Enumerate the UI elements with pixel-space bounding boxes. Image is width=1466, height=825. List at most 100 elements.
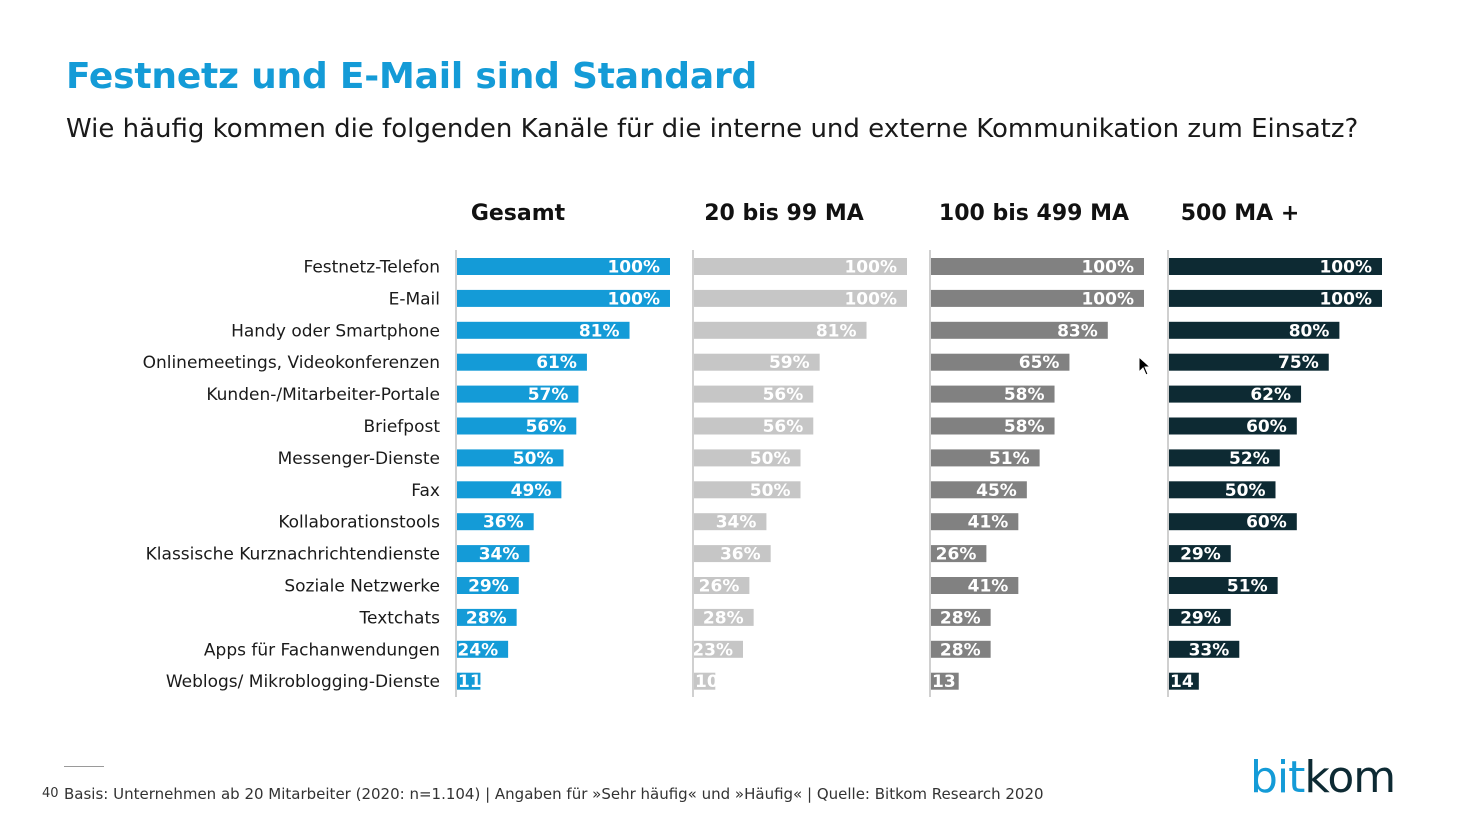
bar-value-label: 60%	[1246, 513, 1287, 533]
bar-value-label: 29%	[1180, 545, 1221, 565]
series-header: 500 MA +	[1181, 201, 1300, 226]
bar	[1169, 258, 1382, 275]
bar	[694, 608, 754, 626]
page-number: 40	[42, 786, 59, 801]
category-label: Briefpost	[363, 417, 440, 437]
bar	[931, 640, 991, 658]
category-label: Fax	[411, 481, 440, 501]
bar	[1169, 513, 1297, 531]
category-label: Weblogs/ Mikroblogging-Dienste	[166, 672, 440, 692]
bar	[931, 513, 1019, 531]
page-title: Festnetz und E-Mail sind Standard	[66, 56, 758, 97]
bar-value-label: 81%	[816, 321, 857, 341]
bar-value-label: 50%	[1225, 481, 1266, 501]
bar	[457, 449, 564, 467]
bar	[931, 577, 1019, 594]
logo-part-kom: kom	[1304, 752, 1396, 803]
bar	[1169, 577, 1278, 594]
bar-value-label: 100%	[1319, 289, 1372, 309]
bar-value-label: 28%	[703, 608, 744, 628]
bar	[931, 608, 991, 626]
bar	[457, 481, 562, 499]
category-label: Textchats	[359, 608, 441, 628]
bar	[694, 385, 814, 403]
bar	[694, 449, 801, 467]
bar	[457, 321, 630, 339]
bar	[1169, 672, 1199, 690]
bar-value-label: 100%	[844, 289, 897, 309]
bar-value-label: 34%	[716, 513, 757, 533]
bar	[694, 545, 771, 563]
bar-value-label: 100%	[1081, 258, 1134, 278]
bar-value-label: 61%	[536, 353, 577, 373]
category-label: Messenger-Dienste	[278, 449, 440, 469]
category-label: Kunden-/Mitarbeiter-Portale	[206, 385, 440, 405]
bar-value-label: 13	[932, 672, 956, 692]
bar	[931, 353, 1070, 371]
bar-value-label: 100%	[844, 258, 897, 278]
category-label: Apps für Fachanwendungen	[204, 640, 440, 660]
bar	[1169, 321, 1340, 339]
bar-value-label: 28%	[466, 608, 507, 628]
bar	[1169, 417, 1297, 435]
bar	[931, 258, 1144, 275]
bar	[1169, 640, 1240, 658]
bar	[457, 258, 670, 275]
footnote: Basis: Unternehmen ab 20 Mitarbeiter (20…	[64, 785, 1044, 803]
bar-value-label: 59%	[769, 353, 810, 373]
bar	[931, 545, 987, 563]
category-label: Festnetz-Telefon	[303, 258, 440, 278]
bar	[694, 672, 716, 690]
bar	[457, 608, 517, 626]
bar	[931, 672, 959, 690]
bar-value-label: 65%	[1019, 353, 1060, 373]
bar-value-label: 100%	[1319, 258, 1372, 278]
bar	[1169, 608, 1231, 626]
bar	[694, 481, 801, 499]
bar-value-label: 33%	[1189, 640, 1230, 660]
bar-value-label: 100%	[607, 289, 660, 309]
bar-value-label: 80%	[1289, 321, 1330, 341]
bar-value-label: 52%	[1229, 449, 1270, 469]
category-label: Soziale Netzwerke	[284, 577, 440, 597]
bar-value-label: 36%	[720, 545, 761, 565]
bar-value-label: 58%	[1004, 417, 1045, 437]
bar	[931, 481, 1027, 499]
bar-value-label: 41%	[968, 577, 1009, 597]
series-header: 100 bis 499 MA	[939, 201, 1129, 226]
bar-value-label: 49%	[511, 481, 552, 501]
bar-value-label: 28%	[940, 608, 981, 628]
bar	[931, 449, 1040, 467]
bar	[931, 385, 1055, 403]
bar-value-label: 41%	[968, 513, 1009, 533]
logo-part-bit: bit	[1250, 752, 1305, 803]
bar-value-label: 56%	[763, 385, 804, 405]
bar-value-label: 100%	[607, 258, 660, 278]
bar-value-label: 34%	[479, 545, 520, 565]
bar-value-label: 23%	[692, 640, 733, 660]
bar-value-label: 58%	[1004, 385, 1045, 405]
bar-value-label: 26%	[699, 577, 740, 597]
category-label: Handy oder Smartphone	[231, 321, 440, 341]
bar-value-label: 36%	[483, 513, 524, 533]
bar-value-label: 62%	[1250, 385, 1291, 405]
bar-value-label: 11	[458, 672, 482, 692]
bar	[931, 321, 1108, 339]
page-subtitle: Wie häufig kommen die folgenden Kanäle f…	[66, 114, 1359, 144]
bar-value-label: 75%	[1278, 353, 1319, 373]
bitkom-logo: bitkom	[1250, 752, 1396, 803]
category-label: E-Mail	[389, 289, 440, 309]
category-label: Klassische Kurznachrichtendienste	[146, 545, 440, 565]
bar	[457, 640, 509, 658]
bar	[694, 513, 767, 531]
bar	[694, 353, 820, 371]
bar-value-label: 50%	[513, 449, 554, 469]
category-label: Onlinemeetings, Videokonferenzen	[143, 353, 440, 373]
bar-value-label: 60%	[1246, 417, 1287, 437]
bar-value-label: 83%	[1057, 321, 1098, 341]
bar-value-label: 100%	[1081, 289, 1134, 309]
bar	[457, 385, 579, 403]
bar	[694, 577, 750, 594]
bar	[457, 417, 577, 435]
